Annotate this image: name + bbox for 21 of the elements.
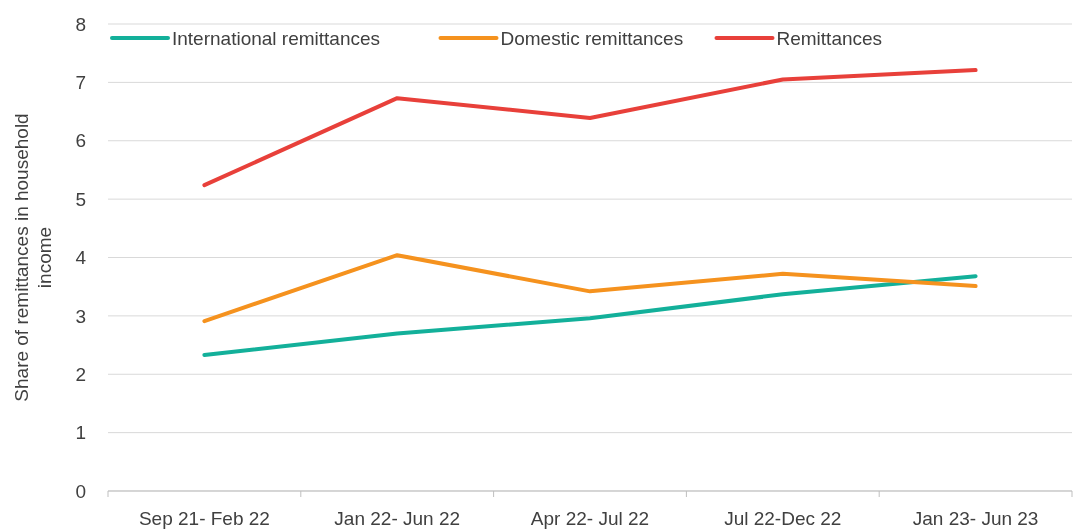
x-tick-label: Sep 21- Feb 22 <box>138 508 270 529</box>
y-tick-label: 0 <box>75 480 86 502</box>
x-tick-label: Jan 23- Jun 23 <box>912 508 1039 529</box>
y-tick-label: 5 <box>75 188 86 210</box>
legend-label: International remittances <box>172 27 381 49</box>
y-axis-title: Share of remittances in household income <box>11 113 55 402</box>
y-tick-label: 1 <box>75 422 86 444</box>
y-tick-label: 6 <box>75 130 86 152</box>
legend-label: Domestic remittances <box>500 27 684 49</box>
x-tick-label: Jan 22- Jun 22 <box>334 508 461 529</box>
y-tick-label: 3 <box>75 305 86 327</box>
x-tick-label: Jul 22-Dec 22 <box>724 508 842 529</box>
y-tick-label: 2 <box>75 363 86 385</box>
line-series <box>202 68 978 188</box>
line-series <box>202 253 978 324</box>
legend-label: Remittances <box>776 27 883 49</box>
x-tick-label: Apr 22- Jul 22 <box>530 508 650 529</box>
line-series <box>202 274 978 357</box>
y-tick-label: 4 <box>75 247 87 269</box>
y-tick-label: 7 <box>75 72 86 94</box>
y-tick-label: 8 <box>75 13 86 35</box>
